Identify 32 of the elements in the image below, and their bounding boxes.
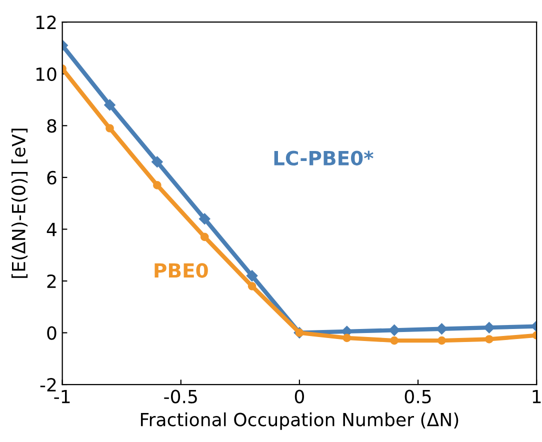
point — [106, 124, 114, 132]
x-tick-label: 0.5 — [404, 390, 431, 404]
point — [438, 336, 446, 345]
text: LC-PBE0* — [274, 150, 374, 166]
point — [436, 323, 448, 334]
x-axis-title: Fractional Occupation Number (ΔN) — [140, 412, 458, 430]
y-tick-label: -2 — [40, 378, 56, 392]
y-axis-title: [E(ΔN)-E(0)] [eV] — [11, 128, 28, 278]
point — [104, 99, 116, 111]
x-tick-label: -1 — [54, 390, 70, 404]
point — [484, 335, 494, 344]
point — [248, 282, 256, 290]
point — [200, 232, 209, 242]
y-tick-label: 10 — [36, 67, 56, 81]
point — [153, 181, 162, 190]
point — [342, 334, 352, 342]
point — [199, 213, 210, 224]
y-tick-label: 0 — [47, 326, 56, 340]
y-tick-label: 12 — [36, 16, 56, 29]
x-tick-label: 1 — [532, 390, 541, 404]
y-tick-label: 2 — [47, 274, 56, 288]
series-label: PBE0 — [154, 263, 208, 278]
point — [390, 336, 398, 345]
point — [388, 324, 400, 336]
point — [246, 270, 258, 282]
y-tick-label: 4 — [46, 222, 56, 236]
point — [484, 322, 495, 334]
point — [152, 156, 163, 168]
x-tick-label: 0 — [294, 390, 304, 404]
x-tick-label: -0.5 — [164, 390, 197, 404]
y-tick-label: 8 — [47, 119, 56, 133]
y-tick-label: 6 — [47, 170, 56, 185]
